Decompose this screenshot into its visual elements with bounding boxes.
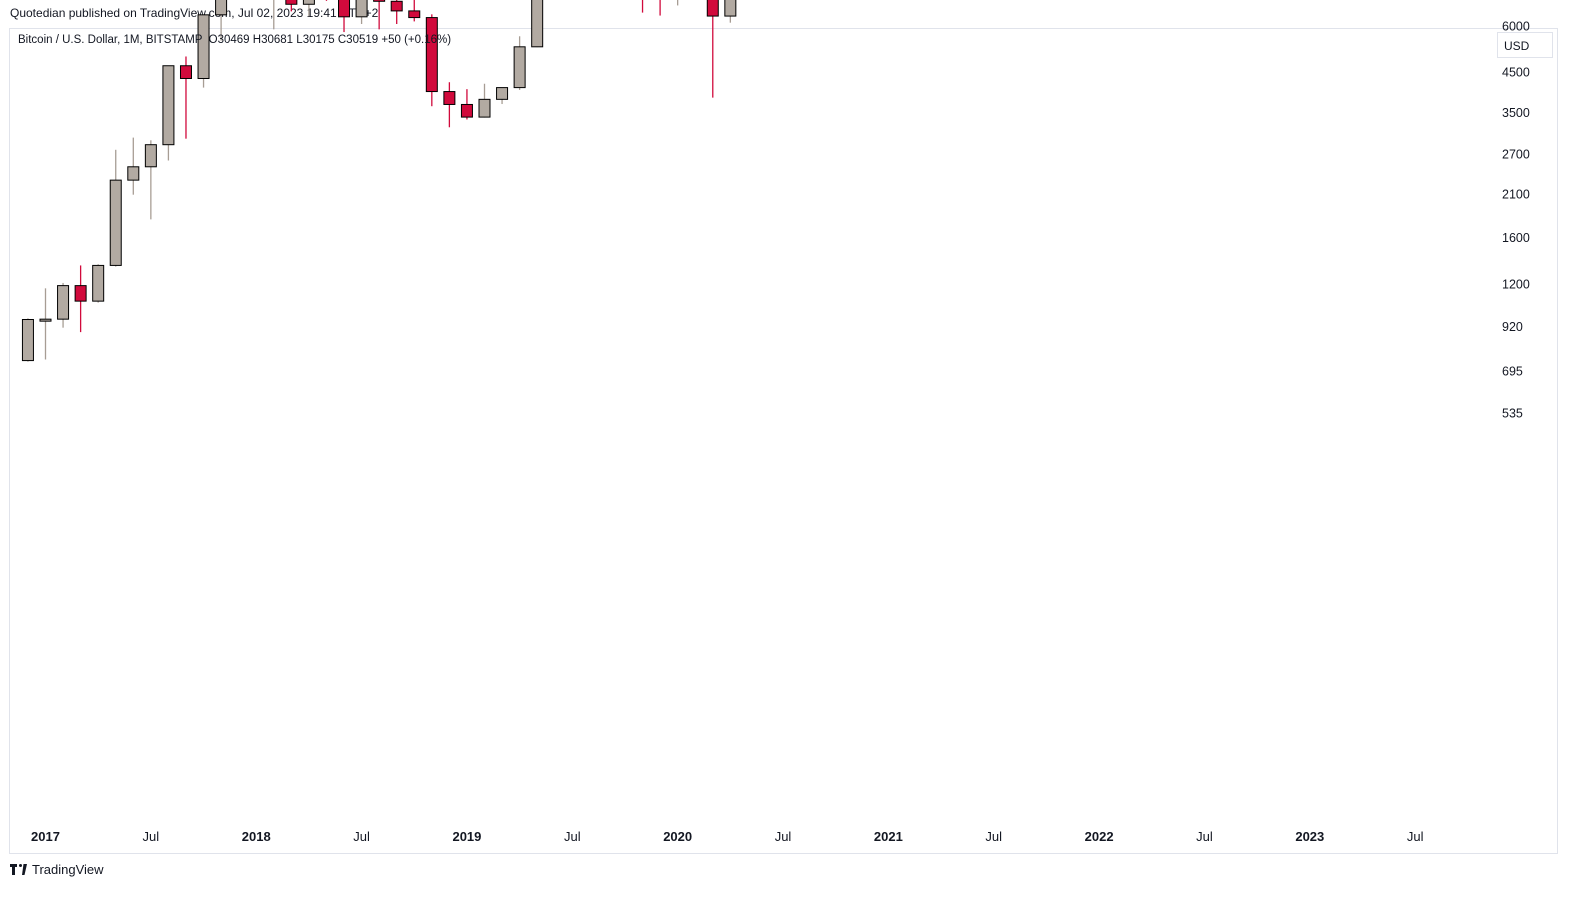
candle-body (74, 285, 87, 302)
time-axis-label: Jul (1196, 829, 1213, 844)
time-axis-label: 2020 (663, 829, 692, 844)
candle-body (57, 285, 70, 320)
candle-body (531, 0, 544, 48)
time-axis-label: 2022 (1085, 829, 1114, 844)
time-axis-label: 2018 (242, 829, 271, 844)
candle-body (21, 318, 34, 362)
price-axis-label: 1600 (1502, 231, 1530, 245)
candle-body (92, 264, 105, 302)
brand-label: TradingView (32, 862, 104, 877)
time-axis-label: Jul (353, 829, 370, 844)
low-value: L30175 (296, 34, 335, 46)
time-axis-label: Jul (1407, 829, 1424, 844)
candle-body (496, 87, 509, 100)
time-axis-label: 2021 (874, 829, 903, 844)
footer-brand[interactable]: TradingView (10, 862, 104, 877)
time-axis-label: Jul (775, 829, 792, 844)
candle-body (706, 0, 719, 17)
price-axis-label: 6000 (1502, 20, 1530, 34)
change-value: +50 (+0.16%) (381, 34, 452, 46)
time-axis-label: Jul (143, 829, 160, 844)
candle-body (215, 0, 228, 16)
candle-body (338, 0, 351, 18)
symbol-name[interactable]: Bitcoin / U.S. Dollar, 1M, BITSTAMP (18, 34, 203, 46)
close-value: C30519 (337, 34, 379, 46)
candle-body (285, 0, 298, 5)
price-axis-label: 695 (1502, 365, 1523, 379)
candle-body (513, 46, 526, 89)
candle-body (390, 0, 403, 12)
time-axis-label: Jul (564, 829, 581, 844)
candle-body (478, 98, 491, 118)
candle-body (425, 17, 438, 93)
candle-body (373, 0, 386, 2)
time-axis-label: 2017 (31, 829, 60, 844)
candle-body (127, 166, 140, 181)
tradingview-logo-icon (10, 864, 28, 875)
chart-pane[interactable] (9, 28, 1558, 854)
high-value: H30681 (252, 34, 294, 46)
price-axis-label: 3500 (1502, 106, 1530, 120)
candle-body (109, 179, 122, 266)
candle-body (355, 0, 368, 18)
candle-body (302, 0, 315, 5)
candle-body (460, 103, 473, 118)
price-axis-label: 1200 (1502, 277, 1530, 291)
price-axis-label: 2100 (1502, 188, 1530, 202)
candle-body (724, 0, 737, 17)
price-axis-label: 920 (1502, 320, 1523, 334)
publisher-caption: Quotedian published on TradingView.com, … (10, 6, 379, 20)
candle-body (179, 65, 192, 79)
time-axis-label: 2023 (1295, 829, 1324, 844)
candle-body (408, 10, 421, 19)
price-axis-label: 4500 (1502, 66, 1530, 80)
time-axis-label: Jul (985, 829, 1002, 844)
symbol-legend: Bitcoin / U.S. Dollar, 1M, BITSTAMP O304… (18, 34, 451, 46)
candle-body (197, 14, 210, 79)
candle-body (144, 144, 157, 168)
candle-body (443, 91, 456, 105)
open-value: O30469 (208, 34, 250, 46)
currency-selector[interactable]: USD (1497, 32, 1553, 58)
candle-body (162, 65, 175, 146)
price-axis-label: 535 (1502, 407, 1523, 421)
time-axis-label: 2019 (452, 829, 481, 844)
candle-body (39, 318, 52, 322)
price-axis-label: 2700 (1502, 147, 1530, 161)
